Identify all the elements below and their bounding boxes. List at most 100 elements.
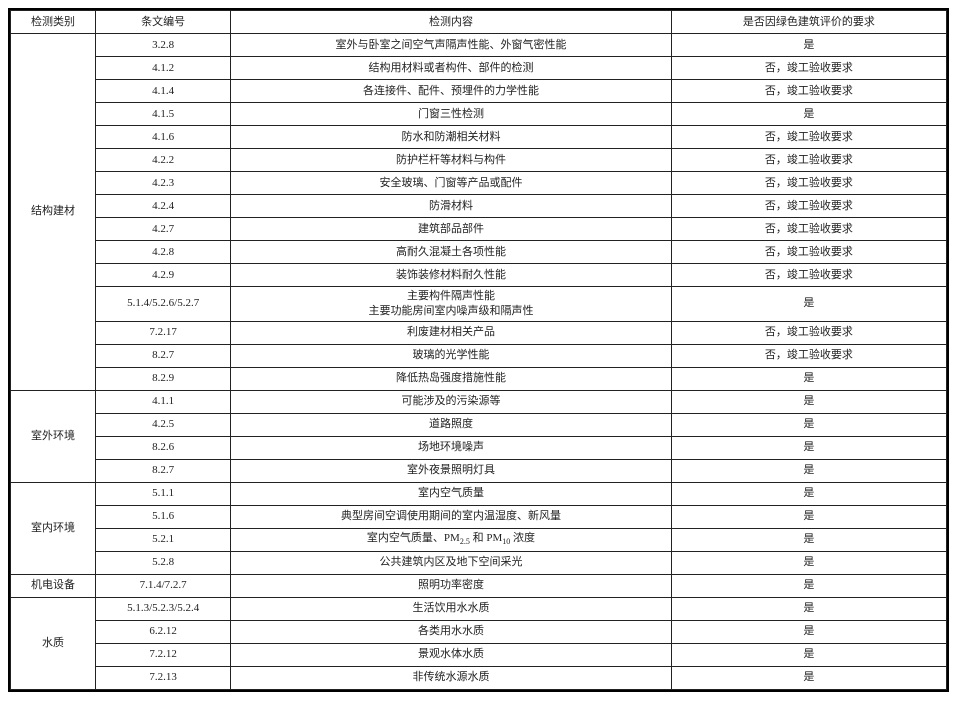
clause-cell: 5.1.1 [96, 482, 231, 505]
table-container: 检测类别 条文编号 检测内容 是否因绿色建筑评价的要求 结构建材 3.2.8 室… [8, 8, 949, 692]
clause-cell: 5.1.4/5.2.6/5.2.7 [96, 287, 231, 322]
content-cell: 门窗三性检测 [231, 103, 671, 126]
clause-cell: 7.2.12 [96, 643, 231, 666]
inspection-table: 检测类别 条文编号 检测内容 是否因绿色建筑评价的要求 结构建材 3.2.8 室… [10, 10, 947, 690]
requirement-cell: 是 [671, 287, 946, 322]
clause-cell: 4.2.7 [96, 218, 231, 241]
table-row: 5.1.6 典型房间空调使用期间的室内温湿度、新风量 是 [11, 505, 947, 528]
table-row: 5.1.4/5.2.6/5.2.7 主要构件隔声性能 主要功能房间室内噪声级和隔… [11, 287, 947, 322]
table-row: 4.2.2 防护栏杆等材料与构件 否，竣工验收要求 [11, 149, 947, 172]
table-row: 7.2.17 利废建材相关产品 否，竣工验收要求 [11, 321, 947, 344]
requirement-cell: 否，竣工验收要求 [671, 195, 946, 218]
table-row: 8.2.9 降低热岛强度措施性能 是 [11, 367, 947, 390]
clause-cell: 8.2.6 [96, 436, 231, 459]
content-cell: 室外夜景照明灯具 [231, 459, 671, 482]
content-cell: 主要构件隔声性能 主要功能房间室内噪声级和隔声性 [231, 287, 671, 322]
clause-cell: 7.2.17 [96, 321, 231, 344]
content-cell: 照明功率密度 [231, 574, 671, 597]
requirement-cell: 是 [671, 413, 946, 436]
header-clause: 条文编号 [96, 11, 231, 34]
requirement-cell: 否，竣工验收要求 [671, 57, 946, 80]
requirement-cell: 是 [671, 620, 946, 643]
content-cell: 室外与卧室之间空气声隔声性能、外窗气密性能 [231, 34, 671, 57]
table-row: 结构建材 3.2.8 室外与卧室之间空气声隔声性能、外窗气密性能 是 [11, 34, 947, 57]
category-cell: 室外环境 [11, 390, 96, 482]
content-cell: 场地环境噪声 [231, 436, 671, 459]
requirement-cell: 否，竣工验收要求 [671, 218, 946, 241]
content-cell: 结构用材料或者构件、部件的检测 [231, 57, 671, 80]
content-cell: 防护栏杆等材料与构件 [231, 149, 671, 172]
header-requirement: 是否因绿色建筑评价的要求 [671, 11, 946, 34]
requirement-cell: 是 [671, 597, 946, 620]
clause-cell: 4.1.1 [96, 390, 231, 413]
requirement-cell: 否，竣工验收要求 [671, 344, 946, 367]
table-row: 室外环境 4.1.1 可能涉及的污染源等 是 [11, 390, 947, 413]
content-cell: 各类用水水质 [231, 620, 671, 643]
requirement-cell: 否，竣工验收要求 [671, 241, 946, 264]
category-cell: 机电设备 [11, 574, 96, 597]
clause-cell: 3.2.8 [96, 34, 231, 57]
category-cell: 水质 [11, 597, 96, 689]
content-cell: 玻璃的光学性能 [231, 344, 671, 367]
requirement-cell: 是 [671, 551, 946, 574]
requirement-cell: 是 [671, 367, 946, 390]
clause-cell: 4.1.2 [96, 57, 231, 80]
table-row: 水质 5.1.3/5.2.3/5.2.4 生活饮用水水质 是 [11, 597, 947, 620]
content-cell: 室内空气质量 [231, 482, 671, 505]
content-cell: 利废建材相关产品 [231, 321, 671, 344]
requirement-cell: 是 [671, 459, 946, 482]
category-cell: 室内环境 [11, 482, 96, 574]
content-cell: 安全玻璃、门窗等产品或配件 [231, 172, 671, 195]
content-cell: 典型房间空调使用期间的室内温湿度、新风量 [231, 505, 671, 528]
table-row: 4.2.5 道路照度 是 [11, 413, 947, 436]
clause-cell: 4.2.5 [96, 413, 231, 436]
table-row: 8.2.7 室外夜景照明灯具 是 [11, 459, 947, 482]
table-row: 8.2.6 场地环境噪声 是 [11, 436, 947, 459]
clause-cell: 8.2.7 [96, 459, 231, 482]
clause-cell: 8.2.7 [96, 344, 231, 367]
table-row: 4.2.4 防滑材料 否，竣工验收要求 [11, 195, 947, 218]
content-cell: 室内空气质量、PM2.5 和 PM10 浓度 [231, 528, 671, 551]
table-row: 4.1.4 各连接件、配件、预埋件的力学性能 否，竣工验收要求 [11, 80, 947, 103]
clause-cell: 5.2.1 [96, 528, 231, 551]
clause-cell: 7.1.4/7.2.7 [96, 574, 231, 597]
table-row: 7.2.12 景观水体水质 是 [11, 643, 947, 666]
content-cell: 建筑部品部件 [231, 218, 671, 241]
clause-cell: 4.1.5 [96, 103, 231, 126]
table-row: 4.2.9 装饰装修材料耐久性能 否，竣工验收要求 [11, 264, 947, 287]
requirement-cell: 否，竣工验收要求 [671, 126, 946, 149]
requirement-cell: 是 [671, 505, 946, 528]
table-row: 4.1.5 门窗三性检测 是 [11, 103, 947, 126]
table-row: 5.2.1 室内空气质量、PM2.5 和 PM10 浓度 是 [11, 528, 947, 551]
requirement-cell: 是 [671, 390, 946, 413]
requirement-cell: 是 [671, 666, 946, 689]
requirement-cell: 是 [671, 482, 946, 505]
requirement-cell: 是 [671, 34, 946, 57]
clause-cell: 6.2.12 [96, 620, 231, 643]
requirement-cell: 是 [671, 643, 946, 666]
content-cell: 防水和防潮相关材料 [231, 126, 671, 149]
clause-cell: 4.2.9 [96, 264, 231, 287]
clause-cell: 4.2.2 [96, 149, 231, 172]
clause-cell: 4.1.6 [96, 126, 231, 149]
clause-cell: 4.2.3 [96, 172, 231, 195]
table-row: 4.1.2 结构用材料或者构件、部件的检测 否，竣工验收要求 [11, 57, 947, 80]
table-row: 4.2.8 高耐久混凝土各项性能 否，竣工验收要求 [11, 241, 947, 264]
header-row: 检测类别 条文编号 检测内容 是否因绿色建筑评价的要求 [11, 11, 947, 34]
content-cell: 道路照度 [231, 413, 671, 436]
clause-cell: 4.2.8 [96, 241, 231, 264]
content-cell: 防滑材料 [231, 195, 671, 218]
content-cell: 各连接件、配件、预埋件的力学性能 [231, 80, 671, 103]
clause-cell: 4.1.4 [96, 80, 231, 103]
requirement-cell: 否，竣工验收要求 [671, 172, 946, 195]
header-content: 检测内容 [231, 11, 671, 34]
content-cell: 景观水体水质 [231, 643, 671, 666]
content-cell: 可能涉及的污染源等 [231, 390, 671, 413]
content-cell: 高耐久混凝土各项性能 [231, 241, 671, 264]
header-category: 检测类别 [11, 11, 96, 34]
table-row: 6.2.12 各类用水水质 是 [11, 620, 947, 643]
table-row: 4.1.6 防水和防潮相关材料 否，竣工验收要求 [11, 126, 947, 149]
requirement-cell: 否，竣工验收要求 [671, 80, 946, 103]
requirement-cell: 是 [671, 528, 946, 551]
table-row: 室内环境 5.1.1 室内空气质量 是 [11, 482, 947, 505]
